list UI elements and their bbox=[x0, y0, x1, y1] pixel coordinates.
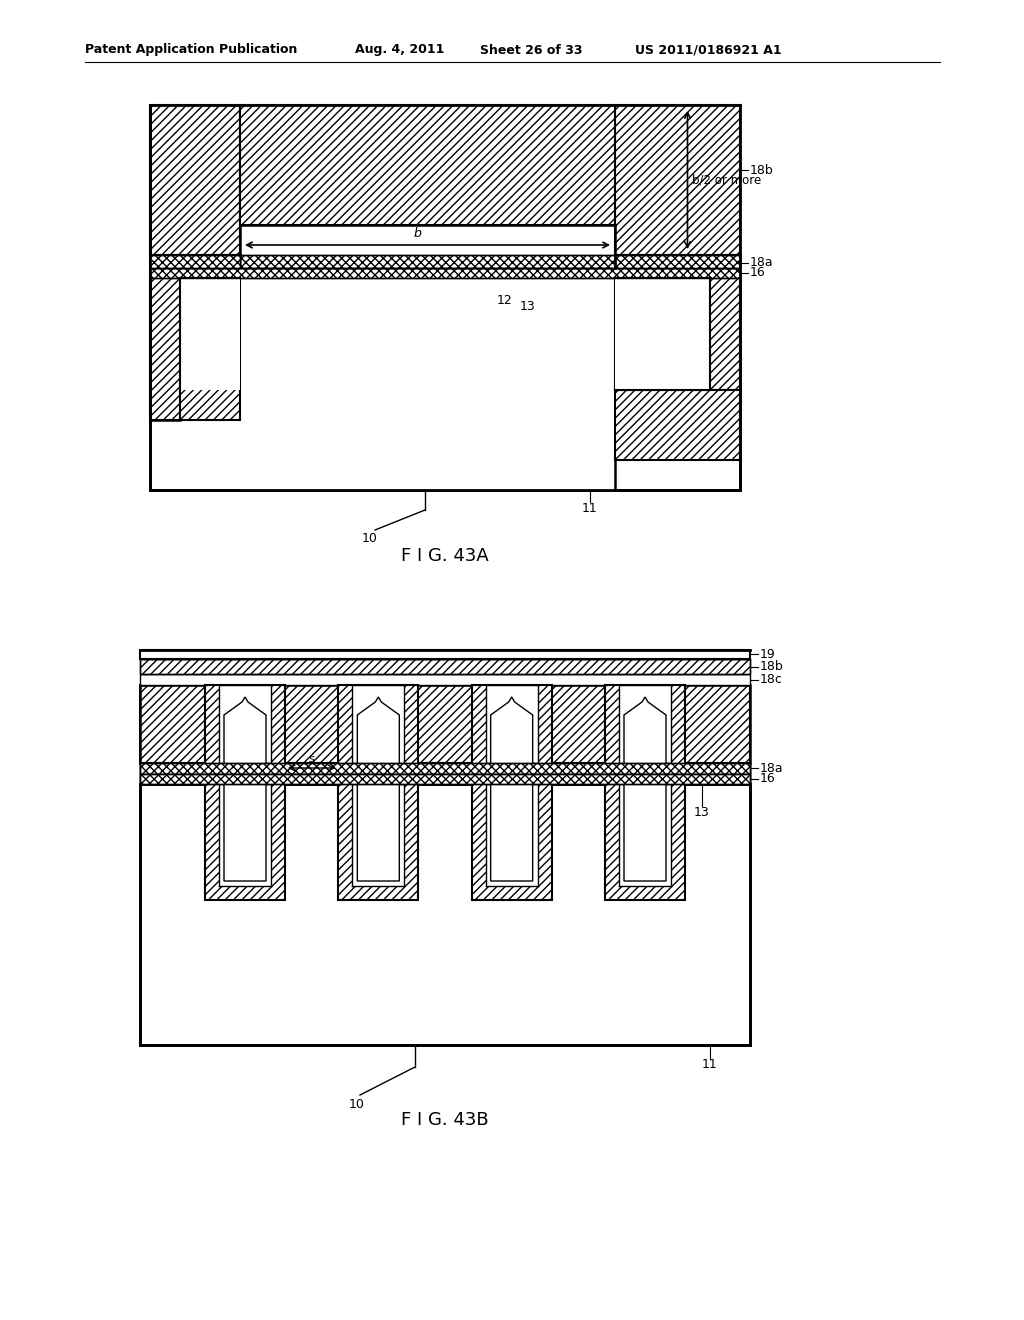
Bar bbox=[338, 685, 419, 900]
Bar bbox=[140, 763, 750, 774]
Text: 10: 10 bbox=[362, 532, 378, 544]
Bar bbox=[671, 685, 685, 900]
Text: 18b: 18b bbox=[760, 660, 783, 673]
Bar bbox=[140, 774, 750, 784]
Bar bbox=[150, 279, 740, 490]
Bar bbox=[150, 255, 240, 420]
Bar bbox=[150, 255, 240, 268]
Bar bbox=[338, 685, 419, 900]
Text: 17: 17 bbox=[177, 347, 193, 360]
Text: US 2011/0186921 A1: US 2011/0186921 A1 bbox=[635, 44, 781, 57]
Bar bbox=[605, 685, 685, 900]
Text: b/2 or more: b/2 or more bbox=[692, 173, 762, 186]
Bar bbox=[240, 106, 615, 224]
Bar bbox=[140, 784, 750, 1045]
Text: 18a: 18a bbox=[760, 762, 783, 775]
Bar bbox=[140, 659, 750, 675]
Text: b: b bbox=[414, 227, 422, 240]
Bar bbox=[240, 255, 615, 268]
Bar bbox=[140, 659, 750, 675]
Text: 11: 11 bbox=[582, 502, 598, 515]
Bar bbox=[150, 268, 740, 279]
Polygon shape bbox=[490, 697, 532, 880]
Text: Sheet 26 of 33: Sheet 26 of 33 bbox=[480, 44, 583, 57]
Bar bbox=[140, 763, 750, 774]
Bar bbox=[615, 389, 740, 459]
Bar bbox=[615, 255, 740, 268]
Bar bbox=[140, 763, 750, 774]
Bar bbox=[538, 685, 552, 900]
Bar bbox=[140, 649, 750, 659]
Bar bbox=[240, 255, 615, 268]
Text: 12: 12 bbox=[497, 293, 513, 306]
Text: 15: 15 bbox=[670, 424, 685, 437]
Text: Patent Application Publication: Patent Application Publication bbox=[85, 44, 297, 57]
Bar bbox=[140, 774, 750, 784]
Text: 11: 11 bbox=[702, 1059, 718, 1072]
Bar bbox=[605, 685, 685, 900]
Bar bbox=[150, 268, 740, 279]
Polygon shape bbox=[357, 697, 399, 880]
Polygon shape bbox=[624, 697, 666, 880]
Bar bbox=[615, 255, 740, 268]
Text: 18c: 18c bbox=[760, 673, 783, 686]
Bar bbox=[140, 675, 750, 685]
Text: 18a: 18a bbox=[750, 256, 773, 269]
Bar bbox=[472, 685, 485, 900]
Bar bbox=[338, 886, 419, 900]
Text: 31: 31 bbox=[238, 676, 253, 689]
Text: 10: 10 bbox=[349, 1098, 365, 1111]
Bar bbox=[472, 685, 552, 900]
Text: 18b: 18b bbox=[750, 164, 774, 177]
Bar bbox=[205, 685, 219, 900]
Text: 13: 13 bbox=[520, 300, 536, 313]
Bar bbox=[404, 685, 419, 900]
Bar bbox=[150, 106, 240, 255]
Text: 16: 16 bbox=[760, 772, 776, 785]
Bar bbox=[140, 774, 750, 784]
Bar bbox=[205, 685, 285, 900]
Text: 16: 16 bbox=[750, 267, 766, 280]
Bar bbox=[180, 279, 240, 389]
Bar bbox=[140, 774, 750, 784]
Bar bbox=[271, 685, 285, 900]
Bar bbox=[205, 886, 285, 900]
Bar bbox=[615, 106, 740, 255]
Text: Aug. 4, 2011: Aug. 4, 2011 bbox=[355, 44, 444, 57]
Bar bbox=[140, 763, 750, 774]
Bar bbox=[205, 685, 285, 900]
Polygon shape bbox=[224, 697, 266, 880]
Bar bbox=[140, 685, 750, 763]
Text: s: s bbox=[309, 754, 314, 764]
Bar bbox=[605, 886, 685, 900]
Text: F I G. 43B: F I G. 43B bbox=[401, 1111, 488, 1129]
Bar bbox=[150, 255, 240, 268]
Text: 19: 19 bbox=[760, 648, 776, 660]
Bar bbox=[472, 685, 552, 900]
Bar bbox=[140, 685, 750, 763]
Bar bbox=[605, 685, 618, 900]
Bar bbox=[615, 255, 740, 389]
Bar bbox=[472, 886, 552, 900]
Bar bbox=[615, 279, 710, 389]
Text: 12: 12 bbox=[672, 797, 688, 810]
Bar bbox=[240, 279, 615, 490]
Text: F I G. 43A: F I G. 43A bbox=[401, 546, 488, 565]
Bar bbox=[338, 685, 352, 900]
Text: 13: 13 bbox=[694, 805, 710, 818]
